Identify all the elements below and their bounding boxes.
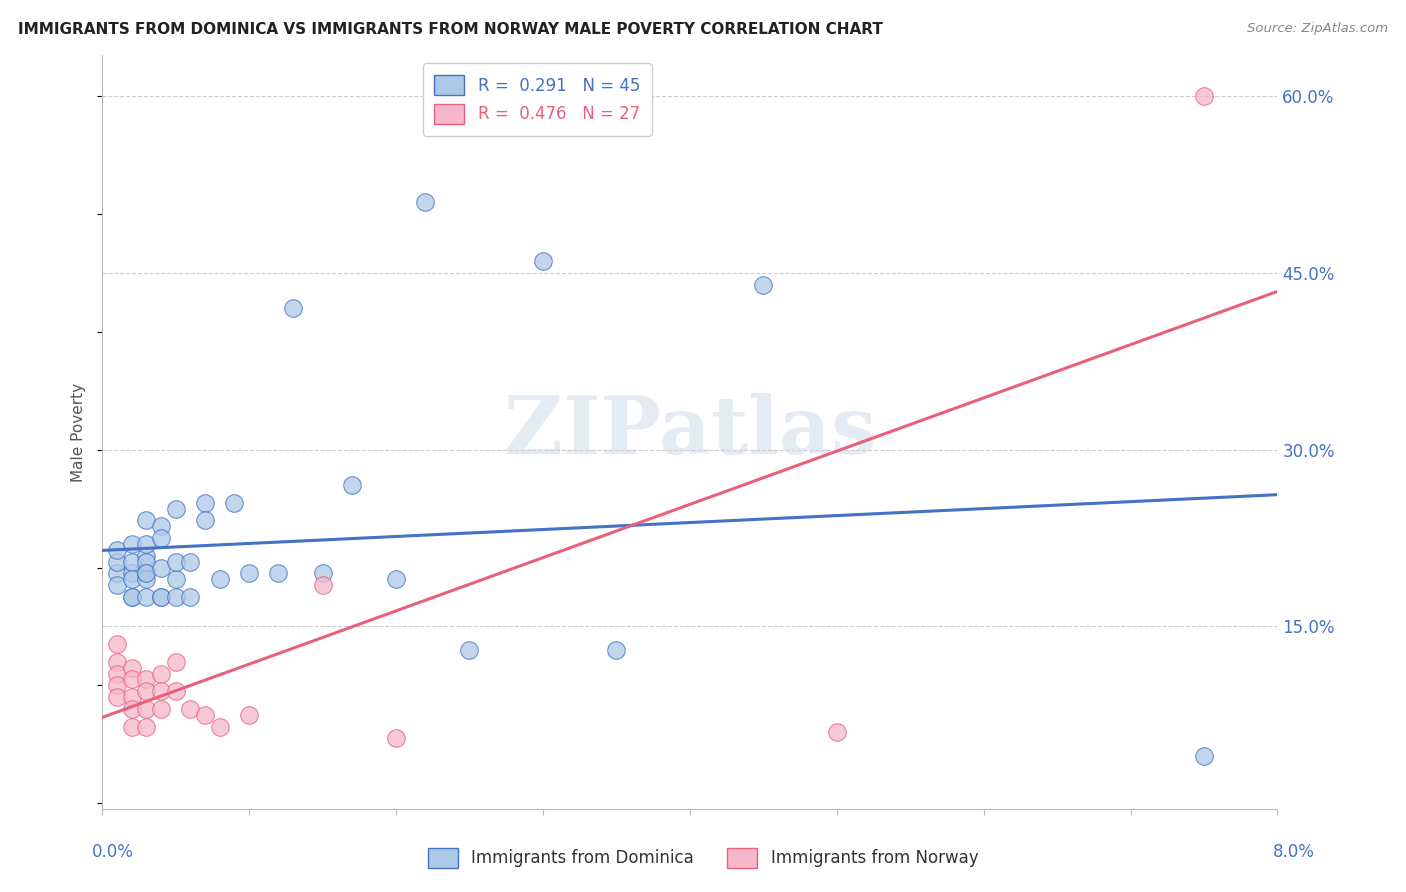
Point: [194, 513, 217, 527]
Point: [179, 555, 201, 569]
Point: [105, 566, 128, 581]
Point: [149, 560, 172, 574]
Point: [149, 531, 172, 545]
Point: [385, 572, 408, 586]
Point: [121, 572, 143, 586]
Point: [135, 549, 157, 563]
Point: [149, 590, 172, 604]
Point: [105, 666, 128, 681]
Text: Source: ZipAtlas.com: Source: ZipAtlas.com: [1247, 22, 1388, 36]
Point: [165, 590, 187, 604]
Y-axis label: Male Poverty: Male Poverty: [72, 383, 86, 482]
Point: [752, 277, 775, 292]
Point: [283, 301, 305, 316]
Point: [208, 720, 231, 734]
Point: [825, 725, 848, 739]
Text: 0.0%: 0.0%: [91, 843, 134, 861]
Point: [385, 731, 408, 746]
Point: [531, 254, 554, 268]
Point: [121, 590, 143, 604]
Point: [105, 578, 128, 592]
Point: [121, 590, 143, 604]
Point: [149, 684, 172, 698]
Point: [135, 590, 157, 604]
Point: [149, 519, 172, 533]
Point: [135, 720, 157, 734]
Point: [605, 643, 627, 657]
Point: [194, 707, 217, 722]
Point: [121, 537, 143, 551]
Point: [135, 513, 157, 527]
Point: [179, 590, 201, 604]
Point: [135, 684, 157, 698]
Point: [135, 537, 157, 551]
Point: [105, 542, 128, 557]
Text: IMMIGRANTS FROM DOMINICA VS IMMIGRANTS FROM NORWAY MALE POVERTY CORRELATION CHAR: IMMIGRANTS FROM DOMINICA VS IMMIGRANTS F…: [18, 22, 883, 37]
Point: [165, 501, 187, 516]
Point: [1192, 89, 1215, 103]
Point: [311, 578, 333, 592]
Point: [121, 660, 143, 674]
Point: [458, 643, 481, 657]
Point: [149, 666, 172, 681]
Point: [121, 720, 143, 734]
Point: [165, 655, 187, 669]
Text: 8.0%: 8.0%: [1272, 843, 1315, 861]
Point: [238, 707, 260, 722]
Point: [121, 690, 143, 705]
Point: [135, 673, 157, 687]
Point: [105, 555, 128, 569]
Point: [121, 566, 143, 581]
Point: [179, 702, 201, 716]
Point: [208, 572, 231, 586]
Point: [1192, 749, 1215, 764]
Point: [149, 590, 172, 604]
Text: ZIPatlas: ZIPatlas: [503, 393, 876, 471]
Point: [311, 566, 333, 581]
Point: [105, 637, 128, 651]
Point: [135, 702, 157, 716]
Point: [267, 566, 290, 581]
Point: [105, 655, 128, 669]
Point: [105, 690, 128, 705]
Point: [135, 572, 157, 586]
Point: [149, 702, 172, 716]
Legend: R =  0.291   N = 45, R =  0.476   N = 27: R = 0.291 N = 45, R = 0.476 N = 27: [423, 63, 651, 136]
Point: [135, 566, 157, 581]
Point: [135, 555, 157, 569]
Point: [121, 702, 143, 716]
Point: [224, 496, 246, 510]
Point: [165, 555, 187, 569]
Point: [238, 566, 260, 581]
Point: [340, 478, 363, 492]
Point: [121, 555, 143, 569]
Point: [415, 195, 437, 210]
Point: [135, 566, 157, 581]
Legend: Immigrants from Dominica, Immigrants from Norway: Immigrants from Dominica, Immigrants fro…: [422, 841, 984, 875]
Point: [165, 572, 187, 586]
Point: [194, 496, 217, 510]
Point: [121, 673, 143, 687]
Point: [165, 684, 187, 698]
Point: [105, 678, 128, 692]
